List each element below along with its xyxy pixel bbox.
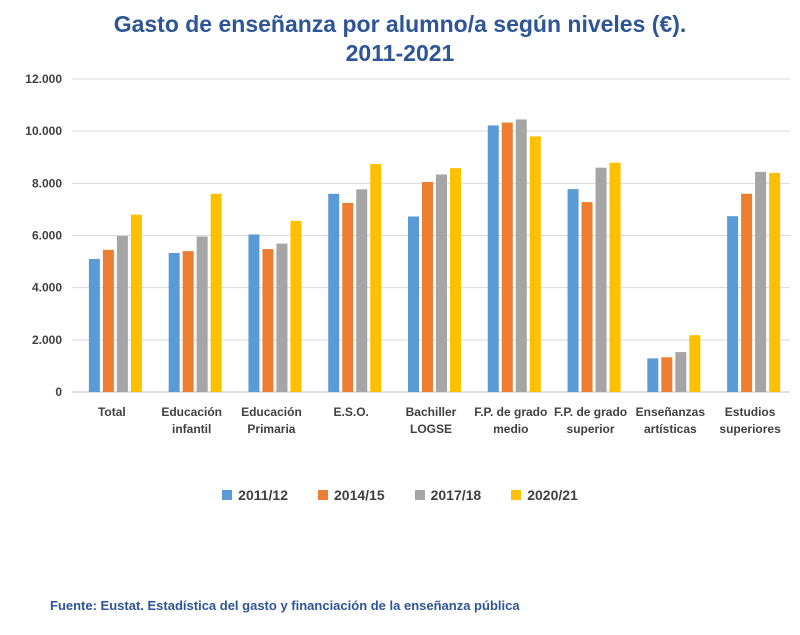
y-tick-label: 10.000 — [25, 124, 62, 138]
legend-label: 2020/21 — [527, 487, 578, 503]
chart-legend: 2011/12 2014/15 2017/18 2020/21 — [0, 487, 800, 503]
bar — [342, 202, 354, 392]
x-tick-label: artísticas — [644, 422, 697, 436]
bar — [88, 258, 100, 392]
legend-item: 2011/12 — [222, 487, 288, 503]
bar — [689, 335, 701, 392]
bar — [116, 236, 128, 392]
x-tick-label: infantil — [172, 422, 211, 436]
bar — [196, 236, 208, 392]
bar — [182, 251, 194, 392]
bar — [741, 193, 753, 392]
legend-swatch — [222, 490, 233, 500]
bar — [262, 249, 274, 392]
bar — [210, 193, 222, 392]
bar — [661, 357, 673, 392]
bar — [168, 252, 180, 392]
x-tick-label: Estudios — [725, 405, 776, 419]
x-tick-label: F.P. de grado — [474, 405, 547, 419]
bar — [529, 136, 541, 392]
x-tick-label: Educación — [161, 405, 222, 419]
bar — [515, 119, 527, 392]
bar — [487, 125, 499, 392]
bar — [290, 220, 302, 392]
bar — [755, 171, 767, 392]
bar — [501, 122, 513, 392]
x-tick-label: superior — [567, 422, 615, 436]
y-tick-label: 8.000 — [32, 176, 62, 190]
bar — [567, 189, 579, 392]
chart-subtitle: 2011-2021 — [345, 40, 455, 66]
x-tick-label: E.S.O. — [334, 405, 369, 419]
x-tick-label: superiores — [719, 422, 781, 436]
bar — [248, 234, 260, 392]
x-tick-label: Educación — [241, 405, 302, 419]
legend-label: 2011/12 — [238, 487, 288, 503]
bar — [675, 352, 687, 392]
bar — [727, 216, 739, 392]
legend-item: 2014/15 — [318, 487, 385, 503]
bar — [276, 243, 288, 392]
x-tick-label: Bachiller — [406, 405, 457, 419]
legend-swatch — [511, 490, 522, 500]
bar — [356, 189, 368, 392]
y-tick-label: 0 — [55, 385, 62, 399]
source-note: Fuente: Eustat. Estadística del gasto y … — [50, 598, 520, 613]
x-tick-label: Primaria — [247, 422, 295, 436]
bar — [422, 182, 433, 392]
y-tick-label: 4.000 — [32, 281, 62, 295]
bar — [408, 216, 419, 392]
bar — [581, 202, 593, 392]
legend-item: 2017/18 — [414, 487, 482, 503]
y-tick-label: 2.000 — [32, 333, 62, 347]
bar — [102, 249, 114, 392]
bar — [328, 193, 340, 392]
bar — [647, 358, 659, 392]
x-tick-label: medio — [493, 422, 528, 436]
bar — [450, 168, 461, 392]
legend-item: 2020/21 — [511, 487, 578, 503]
x-tick-label: Total — [98, 405, 126, 419]
bar — [769, 172, 781, 392]
bar — [595, 167, 607, 392]
bar — [130, 214, 142, 392]
x-tick-label: F.P. de grado — [554, 405, 627, 419]
chart-title: Gasto de enseñanza por alumno/a según ni… — [0, 10, 800, 68]
x-tick-label: LOGSE — [410, 422, 452, 436]
bar — [609, 162, 621, 392]
bar — [436, 174, 447, 392]
legend-label: 2017/18 — [430, 487, 482, 503]
y-tick-label: 6.000 — [32, 229, 62, 243]
x-tick-label: Enseñanzas — [636, 405, 706, 419]
legend-label: 2014/15 — [334, 487, 385, 503]
bar — [370, 164, 382, 392]
legend-swatch — [318, 490, 328, 500]
chart-title-line: Gasto de enseñanza por alumno/a según ni… — [113, 11, 687, 37]
y-tick-label: 12.000 — [25, 72, 62, 86]
legend-swatch — [414, 490, 425, 500]
